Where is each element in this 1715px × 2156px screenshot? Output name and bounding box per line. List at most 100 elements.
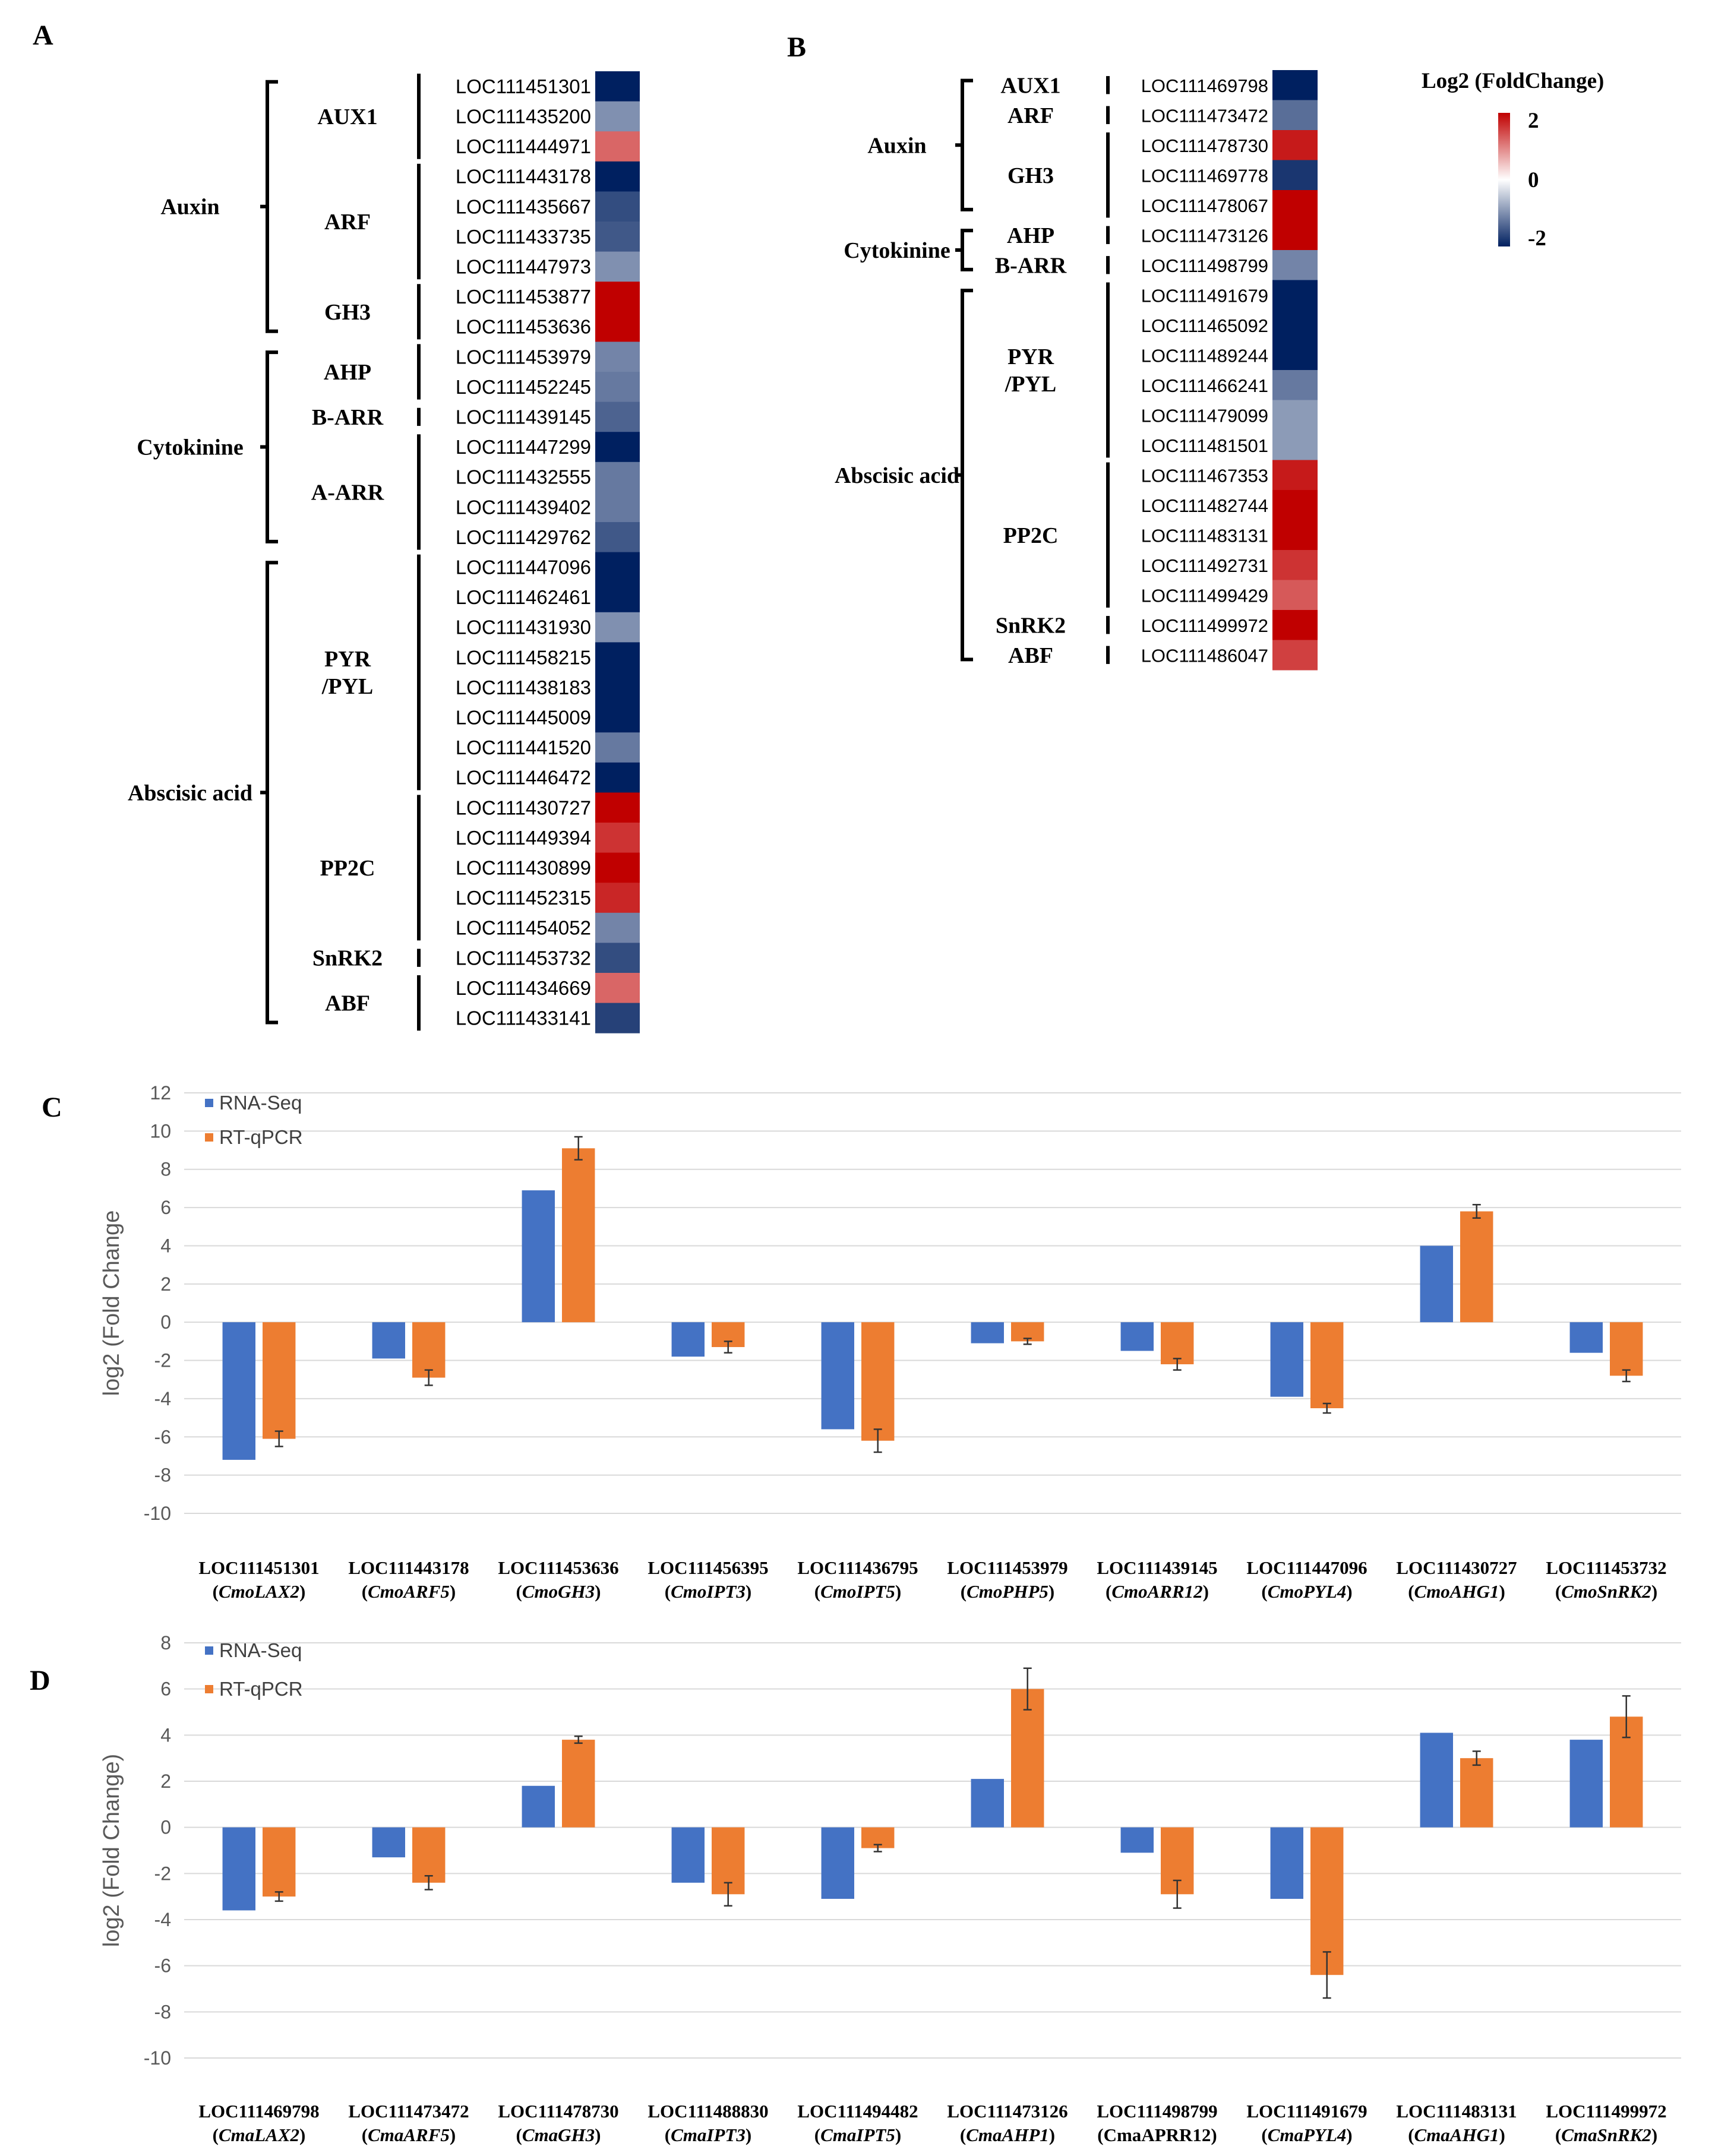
heatmap-cell	[1272, 250, 1318, 280]
error-bar	[724, 1341, 732, 1354]
heatmap-cell	[595, 71, 640, 102]
error-bar	[574, 1735, 583, 1744]
heatmap-cell	[1272, 580, 1318, 611]
category-gene-id: LOC111499972	[1546, 2101, 1666, 2122]
gene-id-label: LOC111435667	[456, 195, 591, 217]
gene-id-label: LOC111447973	[456, 256, 591, 278]
y-tick-label: 4	[160, 1235, 171, 1256]
error-bar	[1173, 1879, 1182, 1909]
gene-id-label: LOC111482744	[1141, 495, 1268, 516]
heatmap-cell	[1272, 190, 1318, 220]
category-gene-name: (CmaSnRK2)	[1555, 2125, 1657, 2145]
heatmap-cell	[595, 912, 640, 943]
legend-mid-label: 0	[1528, 168, 1539, 192]
legend-entry: RT-qPCR	[219, 1126, 303, 1148]
category-gene-name: (CmaIPT5)	[814, 2125, 901, 2145]
category-gene-id: LOC111430727	[1396, 1557, 1517, 1578]
gene-id-label: LOC111430727	[456, 796, 591, 818]
gene-family-label: B-ARR	[995, 253, 1067, 278]
y-tick-label: 0	[160, 1817, 171, 1838]
gene-family-label: PYR	[1007, 344, 1054, 369]
bar-rna-seq	[522, 1785, 555, 1828]
category-gene-id: LOC111453732	[1546, 1557, 1666, 1578]
y-tick-label: 6	[160, 1678, 171, 1700]
gene-id-label: LOC111445009	[456, 707, 591, 729]
gene-id-label: LOC111491679	[1141, 285, 1268, 306]
legend-swatch	[205, 1646, 213, 1655]
hormone-bracket	[260, 80, 278, 333]
heatmap-cell	[1272, 400, 1318, 431]
y-tick-label: -4	[154, 1388, 171, 1409]
y-tick-label: -4	[154, 1909, 171, 1930]
gene-id-label: LOC111447096	[456, 557, 591, 578]
heatmap-cell	[595, 131, 640, 162]
heatmap-cell	[595, 222, 640, 252]
heatmap-cell	[595, 432, 640, 463]
heatmap-cell	[1272, 370, 1318, 400]
bar-rt-qpcr	[1610, 1322, 1643, 1376]
y-tick-label: -2	[154, 1350, 171, 1371]
error-bar	[724, 1882, 732, 1907]
category-gene-name: (CmaAHG1)	[1408, 2125, 1505, 2145]
heatmap-cell	[595, 492, 640, 523]
heatmap-cell	[595, 402, 640, 432]
category-gene-id: LOC111453636	[498, 1557, 618, 1578]
bar-rna-seq	[1270, 1827, 1303, 1899]
gene-id-label: LOC111479099	[1141, 405, 1268, 426]
heatmap-cell	[595, 1003, 640, 1033]
error-bar	[424, 1874, 433, 1891]
gene-family-label: ABF	[325, 991, 370, 1016]
heatmap-cell	[1272, 550, 1318, 580]
bar-rna-seq	[821, 1827, 854, 1899]
bar-rna-seq	[671, 1322, 705, 1357]
gene-id-label: LOC111453636	[456, 316, 591, 338]
gene-family-label: ARF	[1007, 103, 1054, 128]
gene-id-label: LOC111453979	[456, 346, 591, 368]
error-bar	[274, 1891, 283, 1902]
bar-rna-seq	[1120, 1827, 1154, 1853]
bar-rt-qpcr	[861, 1322, 895, 1441]
gene-id-label: LOC111443178	[456, 166, 591, 188]
category-gene-id: LOC111439145	[1097, 1557, 1217, 1578]
gene-family-label: PP2C	[320, 856, 375, 881]
bar-rt-qpcr	[263, 1322, 296, 1439]
hormone-bracket	[955, 78, 973, 211]
heatmap-cell	[595, 973, 640, 1004]
gene-id-label: LOC111466241	[1141, 375, 1268, 396]
heatmap-cell	[595, 732, 640, 763]
error-bar	[1472, 1750, 1481, 1766]
heatmap-cell	[1272, 430, 1318, 460]
gene-id-label: LOC111492731	[1141, 555, 1268, 576]
heatmap-cell	[1272, 460, 1318, 491]
bar-rt-qpcr	[1161, 1322, 1194, 1364]
gene-id-label: LOC111453732	[456, 947, 591, 969]
gene-id-label: LOC111469798	[1141, 75, 1268, 96]
y-tick-label: 4	[160, 1724, 171, 1746]
gene-id-label: LOC111478067	[1141, 195, 1268, 216]
panel-label-b: B	[787, 31, 806, 63]
heatmap-cell	[595, 762, 640, 793]
gene-family-label: ARF	[324, 210, 371, 235]
gene-id-label: LOC111430899	[456, 857, 591, 879]
category-gene-id: LOC111483131	[1396, 2101, 1517, 2122]
gene-id-label: LOC111465092	[1141, 315, 1268, 336]
heatmap-cell	[595, 552, 640, 583]
legend-swatch	[205, 1133, 213, 1142]
panel-label-d: D	[30, 1665, 50, 1696]
gene-family-label: AHP	[1007, 223, 1054, 248]
bar-rt-qpcr	[1310, 1322, 1344, 1408]
bar-chart-panel-d: 8 6 4 2 0 -2 -4 -6 -8 -10 log2 (Fold Change) LOC111…	[99, 1632, 1681, 2145]
gene-id-label: LOC111444971	[456, 135, 591, 157]
category-gene-name: (CmaAHP1)	[960, 2125, 1055, 2145]
heatmap-cell	[595, 461, 640, 492]
heatmap-cell	[595, 101, 640, 132]
gene-id-label: LOC111429762	[456, 526, 591, 548]
gene-id-label: LOC111434669	[456, 977, 591, 999]
heatmap-cell	[595, 612, 640, 643]
legend-entry: RT-qPCR	[219, 1678, 303, 1700]
heatmap-cell	[1272, 70, 1318, 100]
gene-family-label: /PYL	[1005, 372, 1057, 397]
legend-color-bar	[1498, 113, 1510, 246]
hormone-bracket	[260, 561, 278, 1025]
gene-id-label: LOC111452315	[456, 887, 591, 909]
